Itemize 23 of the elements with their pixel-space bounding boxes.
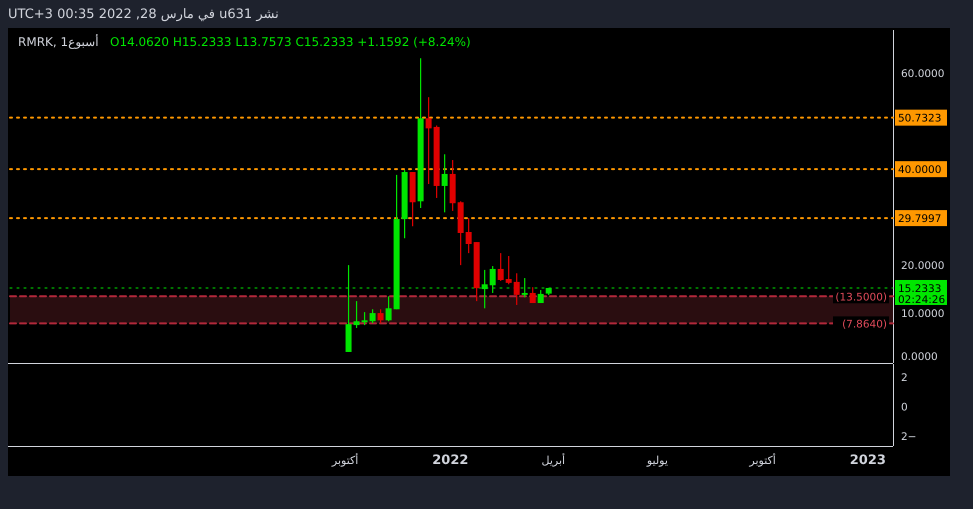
ref-line-label: 15.2333 [898,282,942,295]
y-tick-label: 0.0000 [901,351,938,363]
x-tick-label: 2023 [850,453,886,468]
ref-line-label: 50.7323 [898,112,942,125]
x-tick-label: أكتوبر [748,453,776,467]
x-tick-label: يوليو [646,454,668,467]
y-tick-label: 2 [901,372,908,384]
ref-line-label: (13.5000) [835,291,887,304]
chart-subtitle: O14.0620 H15.2333 L13.7573 C15.2333 +1.1592 (+8.24%) [110,35,471,49]
text: نشر u631 في مارس 28, 2022 00:35 UTC+3 [8,7,279,22]
y-tick-label: 2− [901,430,916,443]
x-tick-label: 2022 [432,453,468,468]
ref-line-label: 29.7997 [898,213,942,226]
ref-line-label: (7.8640) [842,318,887,330]
y-tick-label: 60.0000 [901,68,944,80]
y-tick-label: 20.0000 [901,260,944,272]
chart-title: RMRK, 1أسبوع [18,34,99,49]
text: 02:24:26 [898,294,946,306]
ref-line-label: 40.0000 [898,164,942,176]
y-tick-label: 10.0000 [901,308,944,320]
x-tick-label: أبريل [542,453,566,467]
y-tick-label: 0 [901,401,908,414]
x-tick-label: أكتوبر [330,453,358,467]
